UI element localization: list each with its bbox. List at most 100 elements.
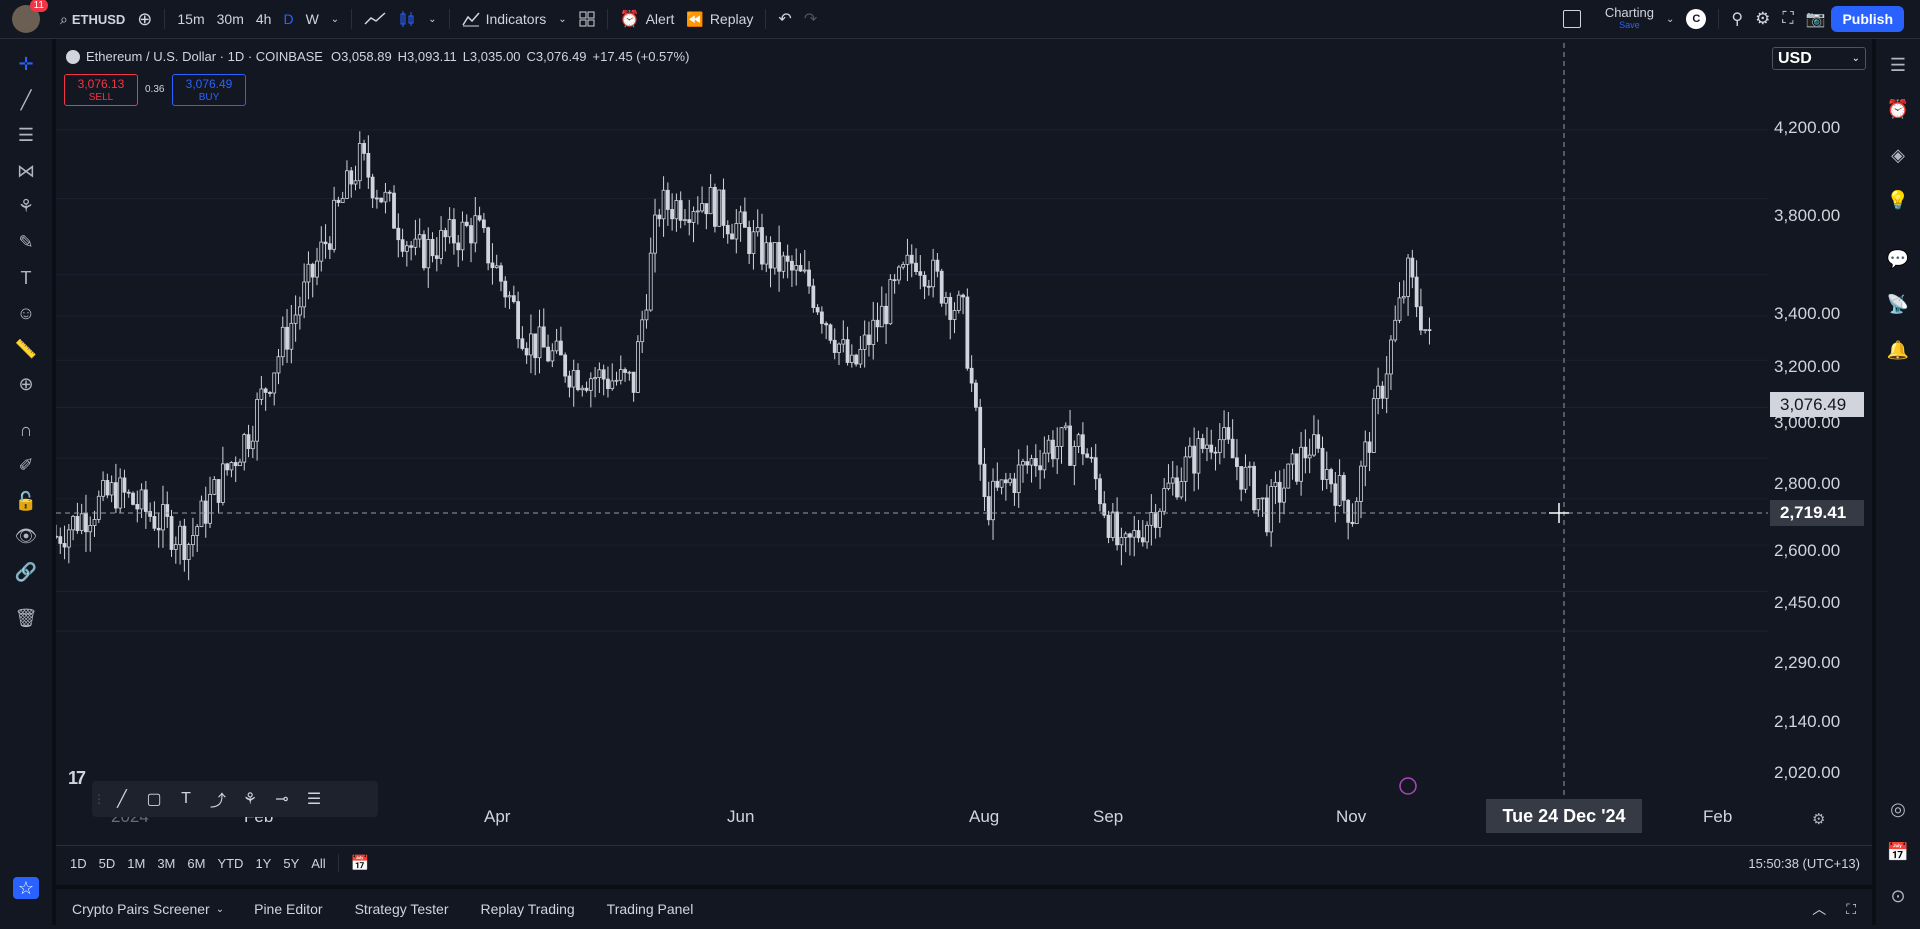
horizontal-line-tool-icon[interactable]: ⊸ [275, 791, 289, 808]
range-6m[interactable]: 6M [187, 855, 206, 871]
long-position-tool-icon[interactable]: ⚘ [242, 791, 258, 808]
event-marker-icon[interactable] [1399, 777, 1417, 795]
interval-4h[interactable]: 4h [255, 11, 272, 27]
candle-chart-type-button[interactable] [392, 0, 422, 38]
alert-button[interactable]: ⏰ Alert [614, 0, 681, 38]
compare-button[interactable]: ⊕ [131, 0, 158, 38]
calendar-icon[interactable]: 📅 [1886, 841, 1910, 862]
tradingview-logo-icon[interactable]: 17 [68, 768, 86, 788]
tab-strategy-tester[interactable]: Strategy Tester [354, 901, 449, 917]
layout-toggle[interactable] [1557, 0, 1587, 38]
fib-retracement-tool-icon[interactable]: ☰ [17, 124, 35, 145]
range-5d[interactable]: 5D [98, 855, 116, 871]
lock-drawing-pencil-icon[interactable]: ✐ [18, 454, 34, 475]
templates-button[interactable] [573, 0, 601, 38]
lock-icon[interactable]: 🔓 [14, 490, 38, 511]
star-icon[interactable]: ☆ [13, 877, 39, 899]
clock-time[interactable]: 15:50:38 (UTC+13) [1748, 855, 1860, 871]
chat-icon[interactable]: 💬 [1886, 248, 1910, 269]
ideas-bulb-icon[interactable]: 💡 [1886, 189, 1910, 210]
emoji-tool-icon[interactable]: ☺ [16, 302, 36, 323]
range-ytd[interactable]: YTD [217, 855, 244, 871]
indicators-button[interactable]: Indicators [456, 0, 553, 38]
symbol-search[interactable]: ⌕ ETHUSD [54, 0, 131, 38]
tab-replay-trading[interactable]: Replay Trading [480, 901, 575, 917]
candle-body [678, 200, 683, 221]
candle-body [704, 203, 709, 215]
help-icon[interactable]: ⊙ [1890, 885, 1906, 906]
brush-tool-icon[interactable]: ✎ [18, 231, 34, 252]
line-chart-type-button[interactable] [358, 0, 392, 38]
dom-icon[interactable]: ◎ [1890, 798, 1906, 819]
candle-body [824, 323, 829, 326]
line-tool-icon[interactable]: ╱ [117, 791, 127, 808]
rectangle-tool-icon[interactable]: ▢ [146, 791, 162, 808]
collapse-panel-icon[interactable]: ︿ [1812, 901, 1827, 917]
symbol-title[interactable]: Ethereum / U.S. Dollar · 1D · COINBASE [86, 49, 323, 64]
goto-date-icon[interactable]: 📅 [350, 855, 370, 872]
interval-w[interactable]: W [305, 11, 319, 27]
trend-line-tool-icon[interactable]: ╱ [20, 89, 32, 110]
magnet-icon[interactable]: ∩ [19, 419, 33, 440]
axis-settings-icon[interactable]: ⚙ [1812, 811, 1826, 828]
forecast-tool-icon[interactable]: ⚘ [17, 195, 35, 216]
streams-icon[interactable]: 📡 [1886, 293, 1910, 314]
layout-name-button[interactable]: Charting Save [1599, 0, 1660, 38]
chart-pane[interactable] [54, 43, 1768, 841]
buy-button[interactable]: 3,076.49 BUY [172, 74, 246, 106]
tab-pine-editor[interactable]: Pine Editor [254, 901, 323, 917]
maximize-panel-icon[interactable]: ⛶ [1846, 900, 1856, 917]
range-1m[interactable]: 1M [127, 855, 146, 871]
tab-crypto-pairs-screener[interactable]: Crypto Pairs Screener [56, 901, 216, 917]
alerts-clock-icon[interactable]: ⏰ [1886, 98, 1910, 119]
range-3m[interactable]: 3M [157, 855, 176, 871]
candle-body [1230, 438, 1235, 459]
text-tool-icon[interactable]: T [181, 790, 191, 807]
crosshair-tool-icon[interactable]: ✛ [18, 53, 34, 74]
candle-body [178, 525, 182, 545]
currency-select[interactable]: USD ⌄ [1772, 47, 1866, 70]
pattern-tool-icon[interactable]: ⋈ [17, 160, 35, 181]
trash-icon[interactable]: 🗑 [14, 607, 38, 628]
interval-dropdown[interactable]: ⌄ [325, 0, 345, 38]
eye-icon[interactable]: 👁 [14, 525, 38, 546]
drag-handle-icon[interactable]: ⋮ [93, 792, 105, 806]
candle-body [991, 480, 995, 521]
watchlist-icon[interactable]: ☰ [1889, 54, 1907, 75]
link-icon[interactable]: 🔗 [14, 561, 38, 582]
candle-body [1106, 514, 1111, 538]
interval-15m[interactable]: 15m [177, 11, 205, 27]
settings-button[interactable]: ⚙ [1749, 0, 1776, 38]
notifications-bell-icon[interactable]: 🔔 [1886, 339, 1910, 360]
layout-avatar[interactable]: C [1680, 0, 1712, 38]
layout-dropdown[interactable]: ⌄ [1660, 0, 1680, 38]
range-1d[interactable]: 1D [70, 855, 87, 871]
path-tool-icon[interactable]: ⤴ [209, 793, 226, 810]
interval-30m[interactable]: 30m [216, 11, 244, 27]
candle-body [259, 388, 264, 400]
range-5y[interactable]: 5Y [283, 855, 300, 871]
sell-button[interactable]: 3,076.13 SELL [64, 74, 138, 106]
replay-button[interactable]: ⏪ Replay [680, 0, 759, 38]
price-chart[interactable] [54, 43, 1768, 841]
fib-tool-icon[interactable]: ☰ [306, 791, 322, 808]
chart-type-dropdown[interactable]: ⌄ [422, 0, 442, 38]
layers-icon[interactable]: ◈ [1891, 144, 1905, 165]
fullscreen-button[interactable]: ⛶ [1776, 0, 1799, 38]
interval-d[interactable]: D [283, 11, 294, 27]
redo-button[interactable]: ↷ [798, 0, 823, 38]
range-1y[interactable]: 1Y [255, 855, 272, 871]
tab-trading-panel[interactable]: Trading Panel [606, 901, 694, 917]
indicators-dropdown[interactable]: ⌄ [552, 0, 572, 38]
candle-body [229, 462, 234, 471]
text-tool-icon[interactable]: T [20, 267, 32, 288]
chevron-down-icon[interactable]: ⌄ [215, 903, 225, 915]
quick-search-button[interactable]: ⚲ [1725, 0, 1749, 38]
publish-button[interactable]: Publish [1831, 6, 1904, 32]
zoom-in-icon[interactable]: ⊕ [18, 373, 34, 394]
range-all[interactable]: All [311, 855, 326, 871]
snapshot-button[interactable]: 📷 [1800, 0, 1832, 38]
avatar[interactable]: 11 [12, 0, 48, 33]
ruler-tool-icon[interactable]: 📏 [14, 338, 38, 359]
undo-button[interactable]: ↶ [772, 0, 797, 38]
